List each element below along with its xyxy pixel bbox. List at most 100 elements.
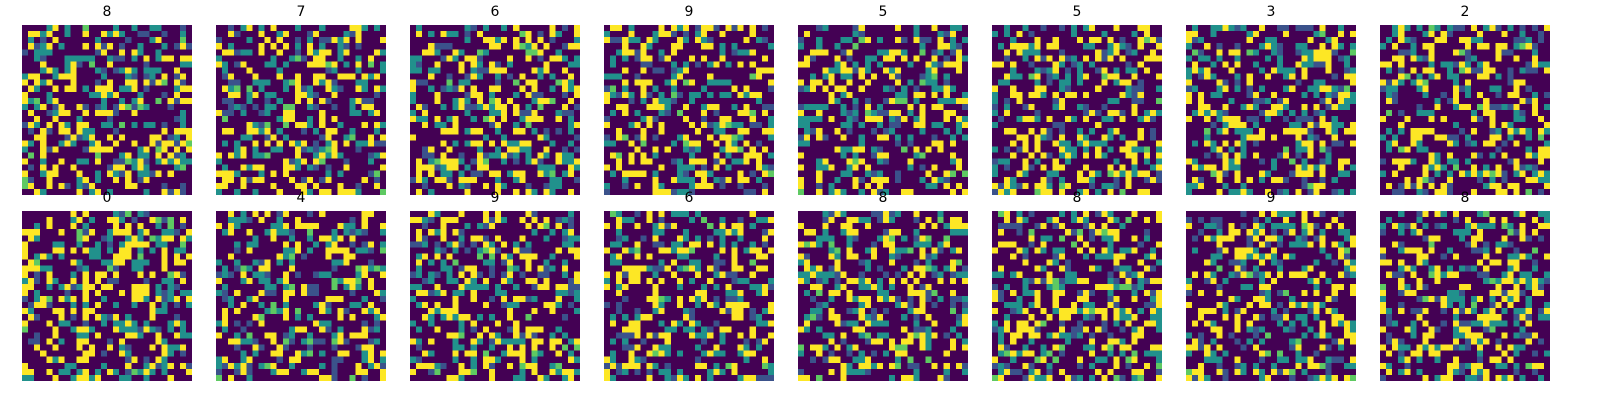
heatmap-cell (313, 61, 320, 68)
heatmap-cell (767, 158, 774, 165)
heatmap-cell (313, 140, 320, 147)
heatmap-cell (883, 97, 890, 105)
heatmap-cell (1113, 140, 1120, 147)
heatmap-cell (919, 170, 926, 178)
heatmap-cell (992, 25, 999, 32)
heatmap-cell (367, 110, 375, 117)
heatmap-cell (94, 25, 102, 32)
heatmap-cell (1119, 31, 1126, 38)
heatmap-cell (252, 134, 259, 141)
heatmap-cell (573, 49, 580, 56)
heatmap-cell (1131, 97, 1139, 105)
heatmap-cell (1192, 43, 1199, 50)
heatmap-cell (895, 110, 902, 117)
heatmap-cell (234, 103, 241, 111)
heatmap-cell (282, 25, 290, 32)
heatmap-cell (76, 91, 84, 99)
heatmap-cell (761, 49, 769, 56)
heatmap-cell (464, 152, 472, 159)
heatmap-cell (258, 79, 265, 87)
heatmap-cell (28, 110, 35, 117)
heatmap-cell (1210, 79, 1217, 87)
heatmap-cell (113, 25, 120, 32)
heatmap-cell (907, 158, 914, 165)
heatmap-cell (367, 31, 375, 38)
heatmap-cell (40, 73, 47, 80)
heatmap-cell (1319, 37, 1326, 44)
heatmap-cell (840, 49, 847, 56)
heatmap-cell (167, 37, 175, 44)
heatmap-cell (240, 103, 247, 111)
heatmap-cell (658, 103, 666, 111)
heatmap-cell (1040, 43, 1047, 50)
heatmap-cell (555, 188, 563, 195)
heatmap-cell (1040, 49, 1047, 56)
heatmap-cell (331, 170, 338, 178)
heatmap-cell (925, 158, 932, 165)
heatmap-cell (294, 116, 302, 123)
heatmap-cell (325, 134, 332, 141)
heatmap-cell (670, 128, 678, 135)
heatmap-cell (755, 55, 763, 62)
heatmap-cell (828, 103, 835, 111)
heatmap-cell (804, 97, 811, 105)
heatmap-cell (94, 140, 102, 147)
heatmap-cell (246, 152, 253, 159)
heatmap-cell (185, 49, 192, 56)
heatmap-cell (252, 49, 259, 56)
heatmap-cell (561, 73, 569, 80)
heatmap-cell (616, 158, 623, 165)
heatmap-cell (185, 73, 192, 80)
heatmap-cell (1113, 61, 1120, 68)
heatmap-cell (743, 85, 751, 93)
heatmap-cell (864, 182, 872, 190)
heatmap-cell (852, 67, 860, 74)
heatmap-cell (834, 61, 841, 68)
heatmap-cell (301, 152, 308, 159)
heatmap-cell (525, 158, 532, 165)
heatmap-cell (288, 176, 296, 184)
heatmap-cell (895, 152, 902, 159)
heatmap-cell (955, 61, 963, 68)
heatmap-cell (719, 128, 726, 135)
heatmap-cell (325, 61, 332, 68)
heatmap-cell (1010, 122, 1017, 129)
heatmap-cell (1058, 97, 1066, 105)
heatmap-cell (549, 43, 557, 50)
heatmap-cell (361, 31, 369, 38)
heatmap-cell (1155, 103, 1162, 111)
heatmap-cell (537, 122, 544, 129)
heatmap-cell (907, 61, 914, 68)
heatmap-cell (858, 31, 866, 38)
heatmap-cell (1143, 31, 1151, 38)
heatmap-cell (464, 25, 472, 32)
heatmap-cell (676, 182, 684, 190)
heatmap-cell (40, 182, 47, 190)
heatmap-cell (282, 67, 290, 74)
heatmap-cell (1083, 43, 1090, 50)
heatmap-cell (1313, 31, 1320, 38)
heatmap-cell (1010, 134, 1017, 141)
heatmap-cell (737, 188, 744, 195)
heatmap-cell (246, 140, 253, 147)
heatmap-cell (355, 128, 363, 135)
heatmap-cell (864, 73, 872, 80)
heatmap-cell (852, 43, 860, 50)
heatmap-cell (337, 25, 344, 32)
panel-title: 7 (296, 4, 306, 20)
heatmap-cell (349, 73, 356, 80)
heatmap-cell (452, 182, 459, 190)
heatmap-cell (276, 67, 284, 74)
heatmap-cell (240, 134, 247, 141)
heatmap-cell (1349, 61, 1356, 68)
heatmap-cell (240, 49, 247, 56)
heatmap-cell (495, 61, 502, 68)
heatmap-cell (1022, 146, 1029, 153)
heatmap-cell (913, 67, 920, 74)
heatmap-cell (1095, 110, 1102, 117)
heatmap-cell (216, 182, 223, 190)
heatmap-cell (1077, 134, 1084, 141)
heatmap-cell (282, 61, 290, 68)
heatmap-cell (34, 158, 41, 165)
heatmap-cell (810, 164, 817, 172)
